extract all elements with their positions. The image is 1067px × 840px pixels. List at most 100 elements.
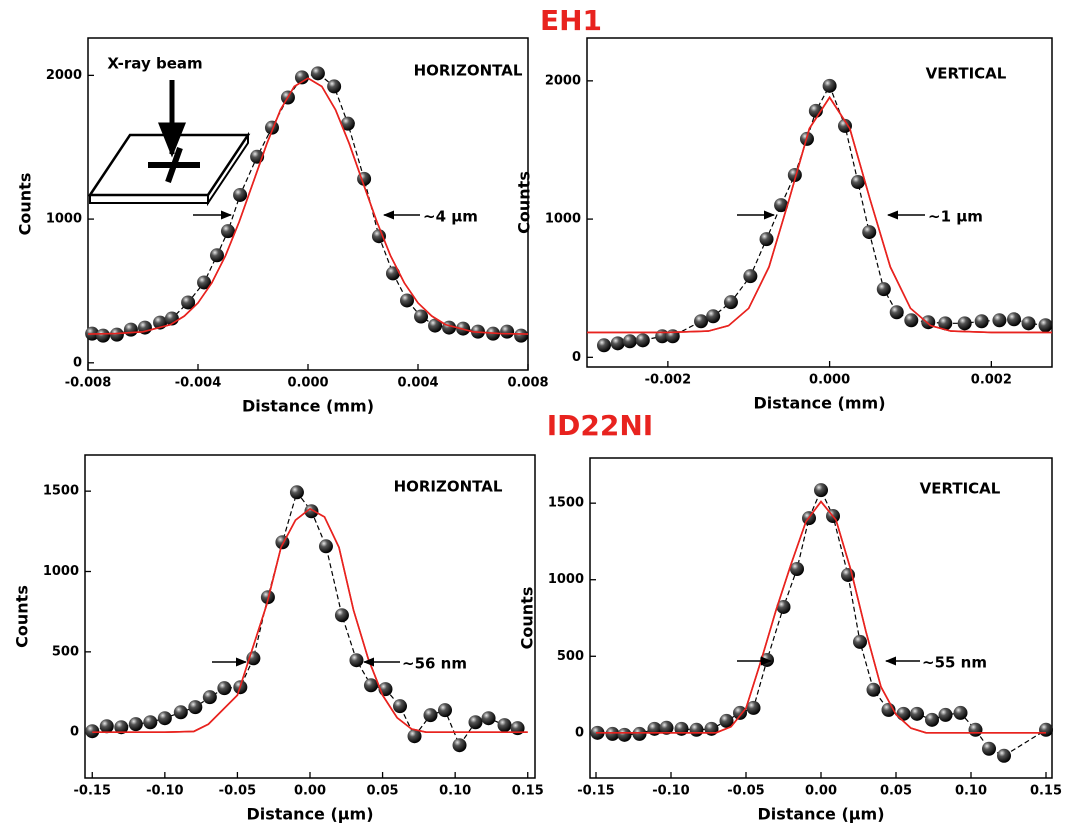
data-point <box>605 726 620 741</box>
y-tick-label: 1000 <box>545 212 581 227</box>
x-tick-label: 0.15 <box>1030 784 1062 799</box>
x-tick-label: -0.15 <box>74 784 111 799</box>
data-point <box>217 681 232 696</box>
data-point <box>596 338 611 353</box>
data-point <box>632 726 647 741</box>
data-line <box>597 488 1047 757</box>
data-point <box>514 328 529 343</box>
y-tick-label: 0 <box>575 725 584 740</box>
data-point <box>694 314 709 329</box>
data-point <box>334 608 349 623</box>
data-point <box>393 699 407 714</box>
data-point <box>188 700 203 715</box>
fit-line <box>92 507 528 733</box>
x-tick-label: -0.002 <box>645 373 692 388</box>
data-point <box>143 715 158 730</box>
plot-frame <box>84 454 536 779</box>
y-tick-label: 0 <box>70 725 79 740</box>
data-point <box>617 727 632 742</box>
x-tick-label: 0.004 <box>397 376 438 391</box>
section-title: EH1 <box>540 4 602 37</box>
data-point <box>233 187 248 202</box>
data-point <box>723 295 738 310</box>
x-tick-label: -0.10 <box>652 784 689 799</box>
data-point <box>635 333 650 348</box>
data-point <box>889 305 904 320</box>
fit-line <box>92 507 528 733</box>
data-point <box>327 79 342 94</box>
data-point <box>787 167 802 182</box>
data-point <box>85 724 100 739</box>
data-point <box>674 721 689 736</box>
data-line <box>91 72 522 337</box>
data-point <box>428 318 443 333</box>
y-tick-label: 500 <box>52 644 79 659</box>
data-point <box>925 712 939 727</box>
x-tick-label: 0.15 <box>512 784 544 799</box>
y-axis-label: Counts <box>13 585 32 648</box>
annotation: ~4 μm <box>423 208 478 226</box>
data-point <box>974 314 989 329</box>
data-point <box>997 748 1011 763</box>
x-tick-label: -0.10 <box>146 784 183 799</box>
data-point <box>109 327 124 342</box>
section-title: ID22NI <box>547 409 653 442</box>
x-axis-label: Distance (mm) <box>242 397 374 416</box>
data-point <box>1039 722 1053 737</box>
x-tick-label: -0.05 <box>727 784 764 799</box>
y-axis-label: Counts <box>515 171 534 234</box>
x-tick-label: 0.00 <box>294 784 326 799</box>
data-point <box>400 293 414 308</box>
x-tick-label: 0.10 <box>439 784 471 799</box>
data-point <box>99 719 114 734</box>
data-line <box>92 490 518 747</box>
y-tick-label: 1000 <box>46 212 82 227</box>
data-point <box>982 741 996 756</box>
fit-line <box>596 500 1046 734</box>
data-point <box>896 706 911 721</box>
data-point <box>790 562 804 577</box>
data-point <box>876 282 891 297</box>
data-point <box>468 715 483 730</box>
data-point <box>774 198 789 213</box>
data-point <box>910 706 924 721</box>
y-tick-label: 500 <box>557 649 584 664</box>
x-tick-label: 0.002 <box>971 373 1012 388</box>
data-point <box>414 309 429 324</box>
y-tick-label: 0 <box>73 355 82 370</box>
data-point <box>938 707 953 722</box>
data-point <box>706 309 721 324</box>
annotation: X-ray beam <box>107 55 202 73</box>
data-point <box>438 703 452 718</box>
data-point <box>209 248 224 263</box>
x-tick-label: 0.05 <box>367 784 399 799</box>
data-point <box>197 275 212 290</box>
annotation: VERTICAL <box>920 480 1001 498</box>
data-point <box>822 78 837 93</box>
data-point <box>340 116 355 131</box>
y-tick-label: 0 <box>572 350 581 365</box>
x-tick-label: -0.004 <box>175 376 222 391</box>
data-point <box>275 535 290 550</box>
data-point <box>481 711 496 726</box>
data-point <box>349 653 364 668</box>
data-point <box>363 678 378 693</box>
data-point <box>1006 312 1021 327</box>
data-point <box>759 232 774 247</box>
x-tick-label: 0.000 <box>287 376 328 391</box>
plot-frame <box>586 37 1053 368</box>
y-tick-label: 1000 <box>548 572 584 587</box>
data-point <box>318 539 333 554</box>
data-point <box>719 713 734 728</box>
data-point <box>1038 318 1053 333</box>
x-tick-label: 0.10 <box>955 784 987 799</box>
data-point <box>123 322 138 337</box>
data-point <box>1021 316 1036 331</box>
data-point <box>289 485 304 500</box>
x-tick-label: 0.000 <box>809 373 850 388</box>
y-axis-label: Counts <box>16 173 35 236</box>
data-point <box>220 224 235 239</box>
data-point <box>938 316 953 331</box>
annotation: HORIZONTAL <box>394 478 503 496</box>
